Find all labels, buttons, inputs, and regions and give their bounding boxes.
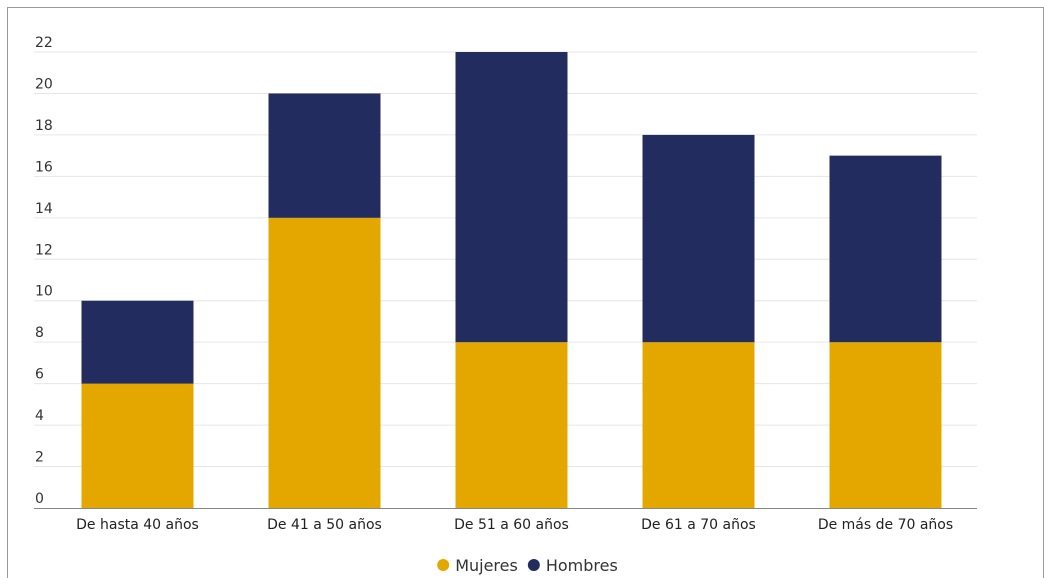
y-tick-label: 6 xyxy=(35,367,44,383)
y-tick-label: 16 xyxy=(35,159,53,175)
bar-hombres-4[interactable] xyxy=(829,155,942,343)
x-axis-labels: De hasta 40 años De 41 a 50 años De 51 a 6… xyxy=(76,517,953,533)
legend: Mujeres Hombres xyxy=(437,556,618,575)
y-tick-label: 20 xyxy=(35,76,53,92)
bar-mujeres-1[interactable] xyxy=(268,217,381,508)
y-tick-label: 2 xyxy=(35,450,44,466)
bar-hombres-0[interactable] xyxy=(81,300,194,384)
bar-hombres-2[interactable] xyxy=(455,52,568,343)
bars-layer xyxy=(81,52,942,508)
bar-hombres-1[interactable] xyxy=(268,93,381,218)
bar-hombres-3[interactable] xyxy=(642,134,755,343)
legend-item-hombres[interactable]: Hombres xyxy=(527,556,618,575)
y-tick-label: 18 xyxy=(35,118,53,134)
y-tick-label: 12 xyxy=(35,242,53,258)
x-category-label: De más de 70 años xyxy=(818,517,953,533)
legend-swatch xyxy=(437,559,450,571)
legend-item-mujeres[interactable]: Mujeres xyxy=(437,556,518,575)
legend-label: Mujeres xyxy=(455,556,518,575)
bar-mujeres-3[interactable] xyxy=(642,342,755,508)
x-category-label: De 61 a 70 años xyxy=(641,517,756,533)
stacked-bar-chart: 0 2 4 6 8 10 12 14 16 18 20 22 De hasta 40 años De 4… xyxy=(34,35,977,575)
legend-label: Hombres xyxy=(546,556,618,575)
y-tick-label: 4 xyxy=(35,408,44,424)
y-tick-label: 22 xyxy=(35,35,53,51)
y-axis-ticks: 0 2 4 6 8 10 12 14 16 18 20 22 xyxy=(35,35,53,507)
x-category-label: De 41 a 50 años xyxy=(267,517,382,533)
bar-mujeres-2[interactable] xyxy=(455,342,568,508)
y-tick-label: 14 xyxy=(35,201,53,217)
x-category-label: De 51 a 60 años xyxy=(454,517,569,533)
bar-mujeres-4[interactable] xyxy=(829,342,942,508)
x-category-label: De hasta 40 años xyxy=(76,517,199,533)
y-tick-label: 8 xyxy=(35,325,44,341)
bar-mujeres-0[interactable] xyxy=(81,383,194,508)
legend-swatch xyxy=(527,559,540,571)
y-tick-label: 0 xyxy=(35,491,44,507)
y-tick-label: 10 xyxy=(35,284,53,300)
chart-frame: 0 2 4 6 8 10 12 14 16 18 20 22 De hasta 40 años De 4… xyxy=(7,7,1044,578)
